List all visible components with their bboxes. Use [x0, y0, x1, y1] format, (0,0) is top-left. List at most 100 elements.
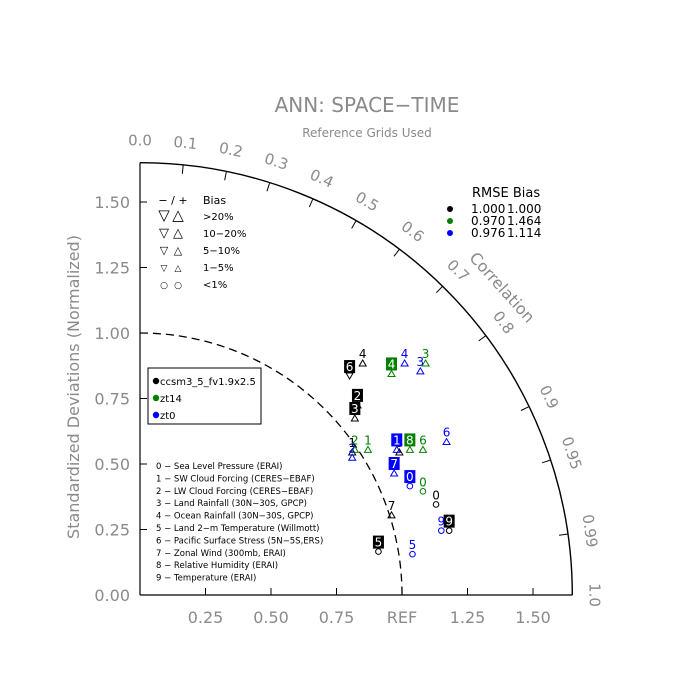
point-marker	[406, 482, 414, 490]
point-label: 0	[419, 475, 427, 489]
point-label-box	[404, 433, 416, 447]
x-tick-label: 0.25	[188, 608, 224, 627]
point-label: 7	[390, 457, 398, 471]
correlation-tick-mark	[351, 220, 357, 229]
bias-legend-neg-symbol: ○	[160, 281, 168, 291]
bias-legend: − / + Bias ▽ △ >20%▽ △ 10−20%▽ △ 5−10%▽ △ 1−5%○ ○…	[158, 194, 246, 291]
correlation-tick-label: 0.0	[128, 132, 152, 150]
correlation-tick-mark	[181, 164, 184, 174]
rmse-legend-dot	[447, 218, 453, 224]
x-tick-label: 0.50	[253, 608, 289, 627]
variable-list-item: 0 − Sea Level Pressure (ERAI)	[156, 462, 283, 472]
bias-legend-pos-symbol: △	[174, 244, 183, 257]
correlation-tick-mark	[478, 335, 487, 342]
point-marker	[438, 527, 445, 534]
variable-list-item: 3 − Land Rainfall (30N−30S, GPCP)	[156, 499, 307, 509]
correlation-tick-mark	[558, 533, 569, 536]
point-label-box	[388, 457, 400, 470]
x-tick-label: 1.50	[515, 608, 551, 627]
bias-legend-pos-symbol: △	[175, 264, 182, 274]
bias-legend-pos-symbol: △	[173, 226, 183, 241]
bias-legend-header-label: Bias	[203, 194, 226, 207]
bias-legend-label: >20%	[203, 212, 234, 223]
bias-legend-neg-symbol: ▽	[158, 206, 170, 224]
series-legend-box	[147, 367, 262, 425]
correlation-tick-label: 0.9	[536, 382, 563, 411]
rmse-legend-bias: 1.000	[507, 202, 541, 216]
x-axis-ticks: 0.25 0.50 0.75 REF 1.25 1.50	[188, 588, 551, 627]
series-legend-dot	[152, 377, 160, 385]
point-label-box	[443, 514, 455, 528]
variable-list-item: 7 − Zonal Wind (300mb, ERAI)	[156, 549, 286, 559]
x-tick-label: 1.25	[450, 608, 486, 627]
point-label: 4	[359, 347, 367, 361]
point-label: 2	[348, 441, 356, 455]
variable-list-item: 8 − Relative Humidity (ERAI)	[156, 561, 278, 571]
point-marker	[363, 445, 373, 453]
point-label-box	[351, 388, 363, 402]
point-marker	[358, 358, 368, 367]
variable-list-item: 2 − LW Cloud Forcing (CERES−EBAF)	[156, 487, 313, 497]
correlation-tick-mark	[266, 182, 271, 192]
correlation-tick-label: 1.0	[585, 583, 603, 607]
point-marker	[387, 510, 396, 519]
y-tick-label: 1.25	[94, 259, 130, 278]
point-marker	[350, 445, 360, 453]
series-legend-label: zt0	[160, 411, 176, 422]
variable-list-item: 4 − Ocean Rainfall (30N−30S, GPCP)	[156, 512, 313, 522]
y-tick-label: 0.25	[94, 521, 130, 540]
point-marker	[389, 469, 399, 477]
point-marker	[442, 437, 451, 446]
point-label: 5	[409, 538, 417, 552]
correlation-tick-label: 0.95	[558, 434, 586, 471]
bias-legend-neg-symbol: ▽	[161, 264, 168, 274]
point-label-box	[349, 401, 361, 415]
point-label-box	[404, 470, 416, 484]
bias-legend-label: 1−5%	[203, 263, 234, 274]
correlation-tick-mark	[224, 171, 227, 181]
point-label: 2	[351, 433, 359, 447]
point-label: 8	[406, 433, 414, 447]
correlation-tick-label: 0.3	[262, 149, 290, 173]
data-points: 01234567890123468012345679	[344, 347, 455, 558]
point-label-box	[391, 433, 403, 447]
x-tick-label: 0.75	[319, 608, 355, 627]
point-marker	[350, 413, 360, 422]
correlation-tick-label: 0.6	[398, 217, 428, 246]
bias-legend-label: 10−20%	[203, 229, 246, 240]
point-label: 3	[351, 402, 359, 416]
variable-list: 0 − Sea Level Pressure (ERAI) 1 − SW Clou…	[156, 462, 323, 584]
y-tick-label: 1.50	[94, 193, 130, 212]
outer-correlation-arc	[139, 162, 573, 596]
point-marker	[419, 488, 427, 495]
point-marker	[375, 548, 382, 555]
y-tick-label: 0.00	[94, 586, 130, 605]
point-label-box	[386, 357, 398, 371]
point-label: 5	[375, 536, 383, 550]
point-marker	[418, 445, 428, 453]
point-marker	[445, 527, 453, 534]
point-label: 4	[388, 357, 396, 371]
correlation-tick-mark	[393, 248, 400, 257]
y-axis-label: Standardized Deviations (Normalized)	[64, 235, 83, 539]
point-marker	[409, 550, 416, 558]
point-marker	[405, 445, 415, 453]
rmse-legend-dot	[447, 230, 453, 236]
correlation-tick-mark	[520, 406, 530, 411]
point-marker	[432, 501, 440, 508]
rmse-legend-bias: 1.464	[507, 214, 541, 228]
series-legend-label: zt14	[160, 394, 182, 405]
point-label: 6	[443, 426, 451, 440]
point-label: 9	[445, 515, 453, 529]
point-marker	[387, 369, 396, 377]
variable-list-item: 1 − SW Cloud Forcing (CERES−EBAF)	[156, 474, 315, 484]
rmse-legend-value: 0.976	[471, 226, 505, 240]
point-marker	[392, 445, 402, 453]
variable-list-item: 9 − Temperature (ERAI)	[156, 574, 256, 584]
rmse-legend-bias: 1.114	[507, 226, 541, 240]
correlation-tick-label: 0.1	[173, 133, 199, 153]
correlation-tick-label: 0.4	[307, 166, 336, 192]
bias-legend-label: <1%	[203, 280, 227, 291]
bias-legend-pos-symbol: △	[172, 206, 184, 224]
series-legend-dot	[152, 411, 160, 419]
